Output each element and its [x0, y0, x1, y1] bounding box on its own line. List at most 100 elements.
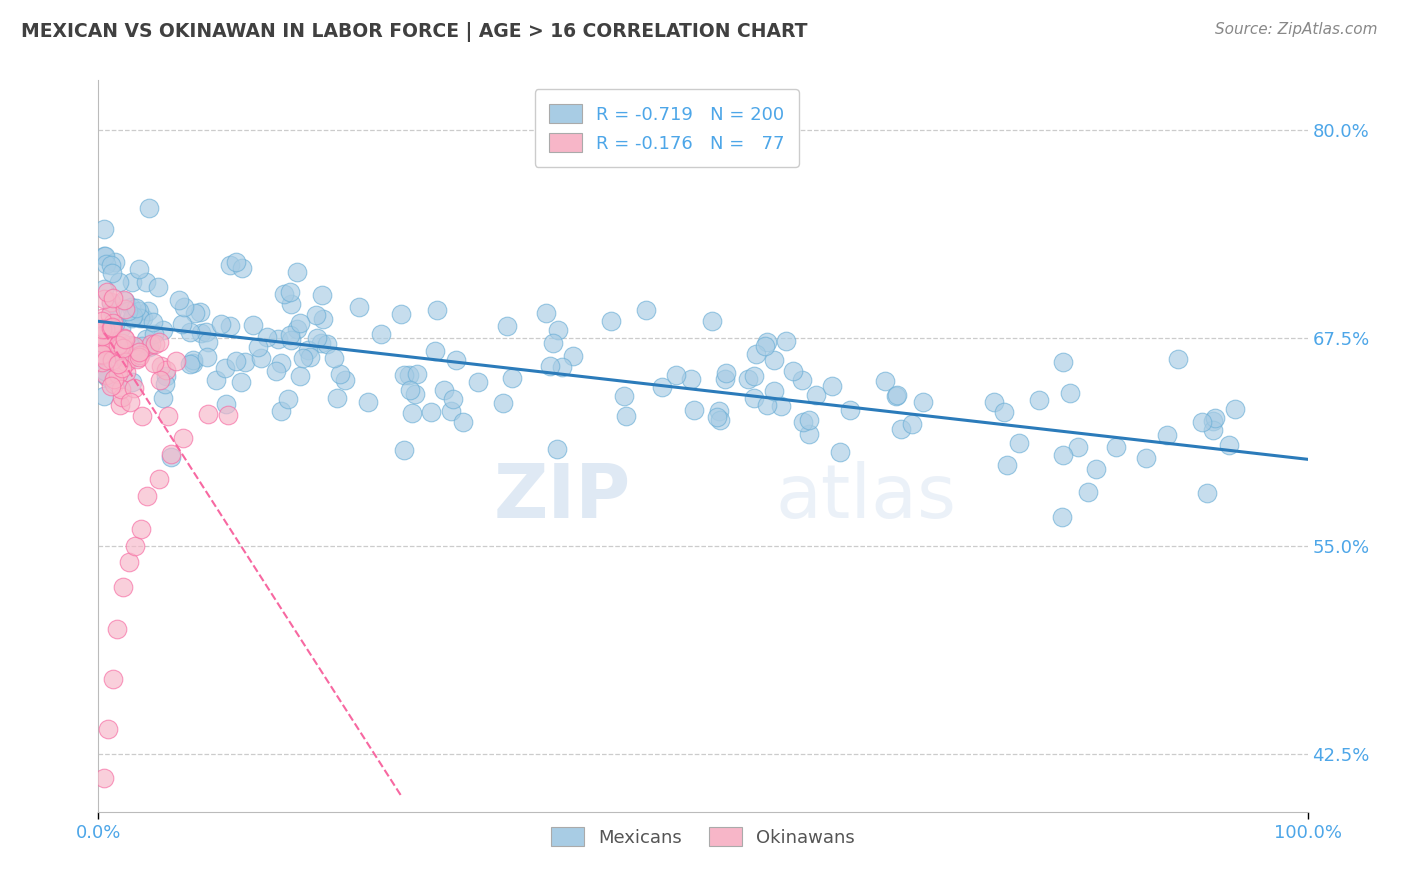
Point [121, 275, 143, 289]
Point [1225, 402, 1247, 417]
Point [143, 326, 166, 341]
Point [122, 339, 145, 353]
Point [256, 329, 278, 343]
Point [114, 293, 136, 308]
Point [114, 332, 136, 346]
Point [714, 372, 737, 386]
Point [160, 447, 183, 461]
Point [101, 316, 124, 330]
Point [115, 366, 138, 380]
Point [1052, 448, 1074, 462]
Point [316, 337, 339, 351]
Point [100, 258, 122, 272]
Point [172, 431, 194, 445]
Point [179, 357, 201, 371]
Point [1028, 393, 1050, 408]
Point [148, 279, 170, 293]
Point [242, 318, 264, 332]
Point [139, 337, 162, 351]
Point [792, 415, 814, 429]
Point [423, 344, 446, 359]
Point [389, 307, 412, 321]
Point [651, 380, 673, 394]
Point [118, 555, 141, 569]
Point [152, 323, 174, 337]
Point [93, 367, 115, 381]
Point [100, 319, 122, 334]
Text: atlas: atlas [776, 460, 956, 533]
Point [156, 409, 179, 423]
Point [225, 255, 247, 269]
Point [737, 371, 759, 385]
Point [188, 305, 211, 319]
Point [91, 321, 114, 335]
Point [91, 310, 114, 325]
Point [347, 300, 370, 314]
Point [114, 344, 136, 359]
Point [356, 395, 378, 409]
Point [112, 293, 135, 307]
Point [309, 335, 332, 350]
Point [233, 355, 256, 369]
Point [665, 368, 688, 382]
Point [775, 334, 797, 348]
Point [107, 357, 129, 371]
Point [280, 327, 302, 342]
Point [94, 368, 117, 382]
Point [110, 382, 132, 396]
Text: ZIP: ZIP [494, 460, 630, 533]
Point [285, 265, 308, 279]
Point [93, 222, 115, 236]
Point [614, 409, 637, 424]
Point [538, 359, 561, 373]
Point [124, 539, 146, 553]
Point [100, 303, 122, 318]
Point [155, 377, 177, 392]
Point [94, 363, 117, 377]
Point [901, 417, 924, 431]
Point [756, 334, 779, 349]
Point [821, 379, 844, 393]
Point [683, 403, 706, 417]
Point [534, 306, 557, 320]
Point [142, 356, 165, 370]
Point [229, 375, 252, 389]
Point [135, 489, 157, 503]
Point [183, 352, 205, 367]
Point [1218, 438, 1240, 452]
Point [110, 398, 132, 412]
Point [98, 308, 121, 322]
Point [110, 335, 132, 350]
Point [195, 351, 218, 365]
Point [288, 316, 311, 330]
Point [1191, 415, 1213, 429]
Point [1202, 424, 1225, 438]
Point [709, 413, 731, 427]
Point [797, 413, 820, 427]
Point [111, 348, 134, 362]
Point [103, 377, 125, 392]
Point [108, 341, 131, 355]
Point [266, 364, 288, 378]
Point [1007, 435, 1029, 450]
Point [492, 396, 515, 410]
Point [91, 326, 114, 341]
Point [100, 296, 122, 310]
Point [167, 293, 190, 307]
Point [546, 442, 568, 456]
Point [148, 472, 170, 486]
Point [112, 331, 135, 345]
Point [270, 404, 292, 418]
Point [173, 301, 195, 315]
Point [135, 332, 157, 346]
Point [983, 394, 1005, 409]
Point [129, 311, 152, 326]
Point [440, 403, 463, 417]
Point [326, 391, 349, 405]
Point [131, 339, 153, 353]
Point [93, 772, 115, 786]
Point [804, 388, 827, 402]
Point [91, 335, 114, 350]
Point [96, 325, 118, 339]
Point [108, 275, 131, 289]
